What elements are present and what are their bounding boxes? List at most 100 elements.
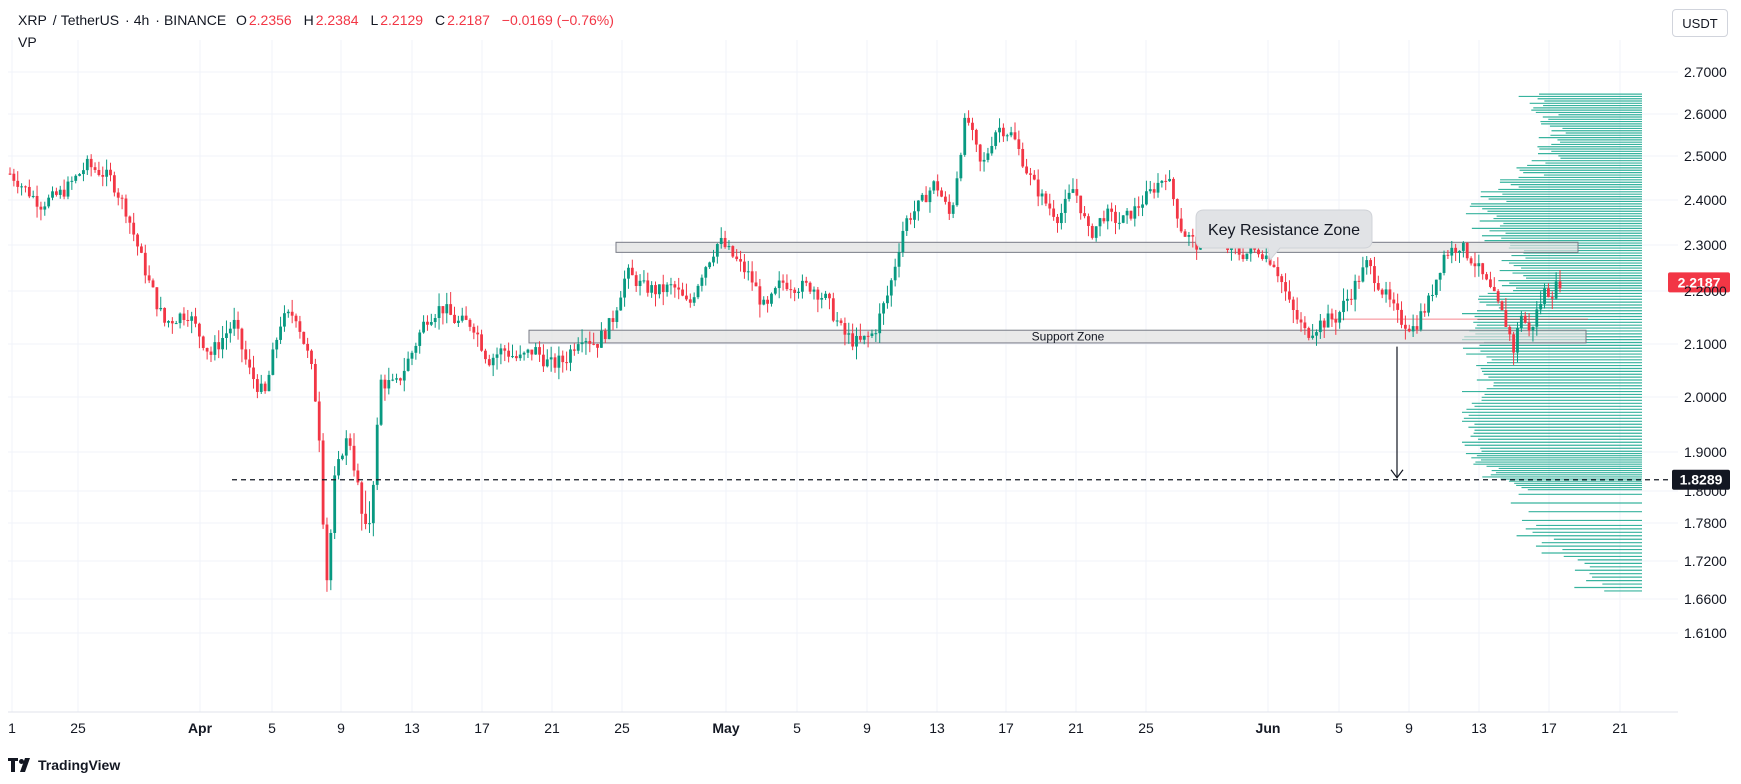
- high-value: 2.2384: [315, 12, 359, 28]
- candle-body: [1454, 247, 1458, 253]
- candle-body: [754, 282, 758, 287]
- candle-body: [1434, 279, 1438, 295]
- candle-body: [225, 333, 228, 338]
- candle-body: [909, 218, 913, 220]
- candle-body: [159, 307, 163, 310]
- candle-body: [723, 237, 727, 248]
- y-tick-label: 2.3000: [1684, 237, 1727, 253]
- candle-body: [414, 345, 418, 353]
- candle-body: [1125, 210, 1129, 216]
- candle-body: [217, 342, 221, 350]
- candle-body: [940, 190, 943, 197]
- candle-body: [623, 278, 626, 298]
- candle-body: [306, 343, 310, 351]
- candle-body: [1338, 312, 1342, 323]
- candle-body: [1388, 289, 1392, 300]
- candle-body: [453, 314, 456, 323]
- candle-body: [1369, 260, 1372, 267]
- candle-body: [8, 173, 12, 175]
- candle-body: [1067, 192, 1071, 199]
- candle-body: [1307, 328, 1311, 338]
- candle-body: [283, 313, 286, 327]
- candle-body: [1365, 260, 1369, 268]
- candle-body: [228, 328, 232, 334]
- candle-body: [522, 352, 526, 355]
- candle-body: [743, 261, 746, 273]
- x-tick-label: 13: [1471, 720, 1487, 736]
- candle-body: [514, 356, 518, 359]
- last-price-tag: [1668, 272, 1730, 293]
- candle-body: [1001, 127, 1005, 137]
- candle-body: [140, 246, 143, 253]
- candle-body: [325, 524, 329, 581]
- candle-body: [572, 349, 576, 351]
- candle-body: [379, 379, 383, 425]
- candle-body: [839, 320, 843, 324]
- candle-body: [112, 175, 116, 193]
- candle-body: [739, 259, 742, 262]
- candle-body: [735, 256, 739, 260]
- candle-body: [599, 330, 603, 348]
- candle-body: [1504, 310, 1508, 327]
- x-tick-label: 5: [268, 720, 276, 736]
- candle-body: [847, 333, 851, 335]
- candle-body: [186, 319, 190, 321]
- interval-label[interactable]: 4h: [133, 12, 150, 28]
- x-tick-label: 21: [1612, 720, 1628, 736]
- candle-body: [433, 318, 437, 323]
- candle-body: [947, 201, 951, 214]
- candle-body: [928, 190, 932, 203]
- candle-body: [901, 230, 905, 253]
- candle-body: [507, 350, 511, 357]
- symbol-name[interactable]: XRP: [18, 12, 47, 28]
- indicator-label[interactable]: VP: [18, 34, 37, 50]
- x-tick-label: 17: [474, 720, 490, 736]
- candle-body: [673, 284, 677, 288]
- candle-body: [800, 280, 804, 292]
- candle-body: [1191, 235, 1195, 237]
- x-tick-label: 17: [1541, 720, 1557, 736]
- candle-body: [1017, 139, 1021, 149]
- currency-unit-button[interactable]: USDT: [1672, 9, 1728, 37]
- candle-body: [1315, 332, 1318, 336]
- candle-body: [580, 342, 584, 345]
- candle-body: [383, 379, 387, 389]
- candle-body: [1048, 203, 1052, 209]
- high-label: H: [303, 12, 314, 28]
- candle-body: [1461, 242, 1465, 251]
- candle-body: [681, 289, 684, 296]
- candle-body: [1446, 254, 1450, 256]
- candle-body: [974, 129, 978, 145]
- y-tick-label: 2.0000: [1684, 389, 1727, 405]
- candle-body: [785, 282, 789, 290]
- candle-body: [1415, 326, 1419, 330]
- candle-body: [1346, 298, 1349, 301]
- candle-body: [1013, 132, 1017, 140]
- low-label: L: [370, 12, 379, 28]
- candle-body: [464, 315, 468, 320]
- candle-body: [924, 194, 928, 203]
- candles-layer: [8, 110, 1562, 592]
- candle-body: [1353, 280, 1357, 300]
- candle-body: [1148, 189, 1152, 192]
- candle-body: [1419, 311, 1423, 330]
- candle-body: [588, 341, 592, 344]
- candle-body: [1527, 322, 1531, 331]
- candle-body: [1288, 291, 1291, 300]
- candle-body: [1543, 288, 1546, 304]
- quote-name[interactable]: TetherUS: [60, 12, 120, 28]
- support-zone: [528, 329, 1587, 344]
- candle-body: [190, 316, 194, 321]
- support-zone-label: Support Zone: [1032, 330, 1105, 344]
- y-tick-label: 2.5000: [1684, 148, 1727, 164]
- candle-body: [855, 335, 858, 347]
- y-tick-label: 2.1000: [1684, 336, 1727, 352]
- x-tick-label: 13: [404, 720, 420, 736]
- candle-body: [329, 532, 333, 581]
- candle-body: [893, 266, 897, 281]
- candle-body: [1245, 253, 1249, 260]
- candle-body: [337, 459, 340, 476]
- tradingview-logo[interactable]: TradingView: [8, 757, 120, 773]
- target-price-tag: [1672, 469, 1730, 490]
